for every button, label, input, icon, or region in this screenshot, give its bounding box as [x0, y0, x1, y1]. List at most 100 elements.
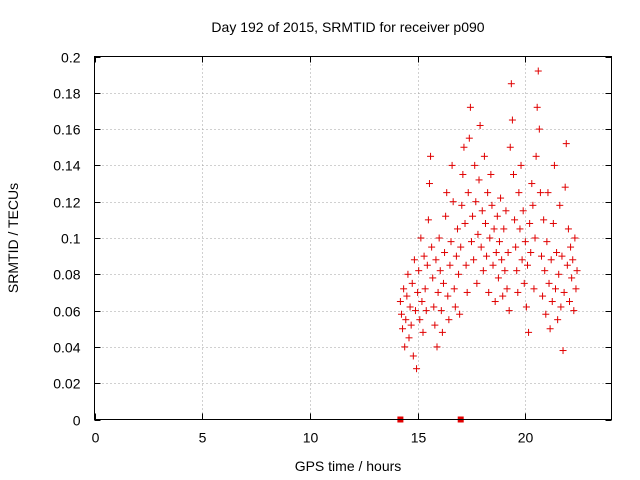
data-point	[400, 285, 408, 293]
data-point	[430, 303, 438, 311]
data-point	[476, 121, 484, 129]
data-point	[567, 243, 575, 251]
data-point	[446, 261, 454, 269]
data-point	[472, 198, 480, 206]
data-point	[444, 292, 452, 300]
axis-ticks	[94, 56, 612, 421]
data-point	[411, 307, 419, 315]
data-point	[521, 238, 529, 246]
data-point	[508, 116, 516, 124]
data-point	[428, 243, 436, 251]
data-point	[533, 103, 541, 111]
data-point	[436, 267, 444, 275]
data-point	[516, 225, 524, 233]
data-point	[397, 310, 405, 318]
data-point	[569, 256, 577, 264]
data-point	[465, 134, 473, 142]
data-point	[485, 288, 493, 296]
data-point	[514, 288, 522, 296]
data-point	[561, 183, 569, 191]
data-point	[500, 225, 508, 233]
data-point	[550, 161, 558, 169]
data-point	[470, 256, 478, 264]
y-tick-label: 0.02	[53, 376, 80, 392]
x-tick-label: 10	[303, 430, 319, 446]
data-point	[404, 270, 412, 278]
y-tick-label: 0.12	[53, 195, 80, 211]
data-point	[425, 180, 433, 188]
y-tick-label: 0.14	[53, 158, 80, 174]
data-point	[464, 189, 472, 197]
data-point	[481, 219, 489, 227]
data-point	[478, 207, 486, 215]
data-point	[433, 343, 441, 351]
data-point	[408, 279, 416, 287]
data-point	[532, 152, 540, 160]
data-point	[469, 212, 477, 220]
data-point	[557, 303, 565, 311]
data-point	[517, 161, 525, 169]
data-point	[460, 143, 468, 151]
y-tick-label: 0	[73, 413, 81, 429]
data-point	[502, 207, 510, 215]
data-point	[477, 243, 485, 251]
data-point	[467, 238, 475, 246]
data-point	[571, 234, 579, 242]
data-point	[435, 234, 443, 242]
data-point	[431, 321, 439, 329]
data-point	[396, 298, 404, 306]
data-point	[495, 238, 503, 246]
data-point	[406, 303, 414, 311]
data-point	[449, 198, 457, 206]
data-point	[515, 189, 523, 197]
data-point	[573, 267, 581, 275]
data-point	[410, 256, 418, 264]
data-point	[424, 216, 432, 224]
data-point	[452, 252, 460, 260]
data-point	[413, 365, 421, 373]
data-point	[409, 352, 417, 360]
data-point	[443, 189, 451, 197]
data-point	[421, 285, 429, 293]
y-tick-label: 0.18	[53, 86, 80, 102]
x-tick-label: 15	[411, 430, 427, 446]
data-point	[570, 307, 578, 315]
data-point	[420, 252, 428, 260]
data-point	[471, 161, 479, 169]
data-point	[462, 261, 470, 269]
data-point	[534, 67, 542, 75]
data-point	[568, 274, 576, 282]
data-point	[536, 189, 544, 197]
data-point	[501, 267, 509, 275]
y-tick-label: 0.2	[61, 50, 81, 66]
data-point	[558, 252, 566, 260]
y-tick-label: 0.06	[53, 304, 80, 320]
data-point	[434, 288, 442, 296]
data-point	[451, 303, 459, 311]
tick-labels: 0 0.02 0.04 0.06 0.08 0.1 0.12 0.14 0.16 0.18 0.2 0…	[53, 50, 533, 446]
x-tick-label: 20	[518, 430, 534, 446]
data-point	[450, 285, 458, 293]
data-point	[506, 143, 514, 151]
data-point	[480, 152, 488, 160]
data-point	[415, 267, 423, 275]
data-point	[427, 152, 435, 160]
y-axis-title: SRMTID / TECUs	[5, 183, 21, 293]
data-point	[473, 279, 481, 287]
data-points	[396, 67, 581, 423]
data-point	[497, 194, 505, 202]
data-point	[493, 212, 501, 220]
data-point	[525, 328, 533, 336]
data-point	[494, 274, 502, 282]
data-point	[530, 285, 538, 293]
data-point	[547, 256, 555, 264]
y-tick-label: 0.04	[53, 340, 80, 356]
data-point	[461, 219, 469, 227]
data-point	[513, 267, 521, 275]
data-point	[405, 334, 413, 342]
data-point	[542, 310, 550, 318]
data-point	[505, 307, 513, 315]
data-point	[548, 298, 556, 306]
data-point	[490, 225, 498, 233]
